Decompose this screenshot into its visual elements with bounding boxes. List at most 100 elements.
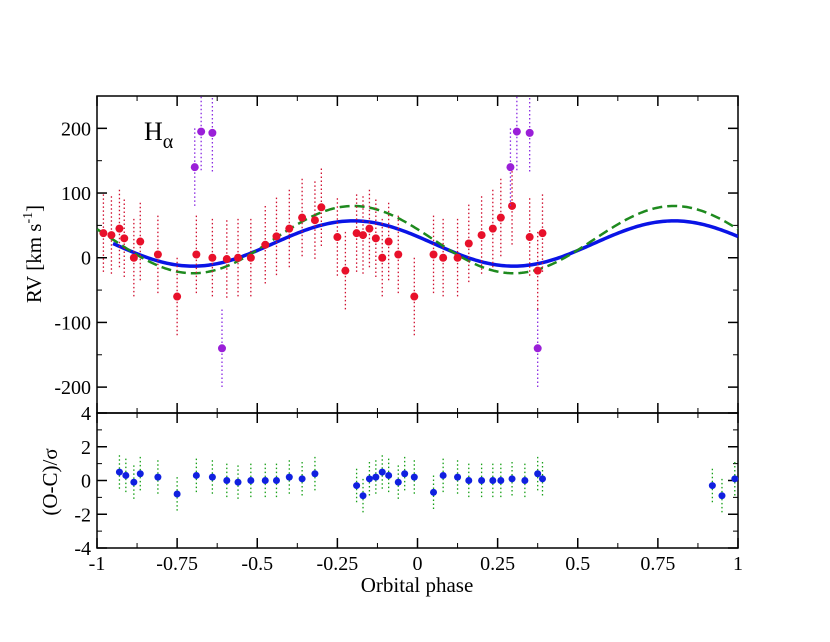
residual-point <box>208 473 216 481</box>
rv-axis-ticks: -200 -100 0 100 200 <box>54 95 739 413</box>
rv-data-point <box>538 229 547 238</box>
residual-point <box>353 482 361 490</box>
residual-point <box>430 488 438 496</box>
residual-point <box>708 482 716 490</box>
residual-point <box>538 475 546 483</box>
rv-axis-label-close: ] <box>22 205 46 212</box>
outlier-point <box>208 128 217 137</box>
residual-tick-label: 2 <box>81 437 91 459</box>
line-label-sub: α <box>163 131 174 153</box>
rv-data-point <box>208 253 217 262</box>
residual-point <box>731 475 739 483</box>
rv-data-point <box>115 224 124 233</box>
rv-tick-label: 100 <box>61 183 91 205</box>
residual-tick-label: 4 <box>81 403 91 425</box>
solid-model-curve <box>112 219 738 268</box>
rv-tick-label: 0 <box>81 248 91 270</box>
residual-point <box>365 475 373 483</box>
rv-data-point <box>173 292 182 301</box>
rv-data-point <box>429 250 438 259</box>
rv-data-point <box>129 253 138 262</box>
residual-point <box>298 475 306 483</box>
residual-point <box>372 473 380 481</box>
rv-data-point <box>352 229 361 238</box>
rv-data-point <box>234 253 243 262</box>
x-tick-label: 0.25 <box>480 553 515 575</box>
line-label: Hα <box>144 117 174 153</box>
rv-data-point <box>508 201 517 210</box>
rv-data-point <box>246 253 255 262</box>
rv-data-point <box>394 250 403 259</box>
residual-point <box>508 475 516 483</box>
rv-data-layer <box>97 96 738 388</box>
rv-data-point <box>222 255 231 264</box>
residual-point <box>534 470 542 478</box>
rv-data-point <box>310 216 319 225</box>
x-axis-label: Orbital phase <box>361 573 474 597</box>
outlier-point <box>190 163 199 172</box>
rv-data-point <box>525 233 534 242</box>
outlier-point <box>197 127 206 136</box>
rv-data-point <box>359 231 368 240</box>
rv-data-point <box>453 253 462 262</box>
residual-point <box>465 477 473 484</box>
rv-data-point <box>261 240 270 249</box>
rv-tick-label: -100 <box>54 312 91 334</box>
rv-data-point <box>439 253 448 262</box>
rv-data-point <box>120 234 129 243</box>
x-tick-label: 0.5 <box>565 553 590 575</box>
rv-data-point <box>153 250 162 259</box>
residual-panel-frame <box>96 412 739 549</box>
residual-point <box>115 468 123 476</box>
rv-data-point <box>464 239 473 248</box>
rv-data-point <box>410 292 419 301</box>
line-label-main: H <box>144 117 163 146</box>
residual-point <box>192 471 200 479</box>
rv-data-point <box>317 203 326 212</box>
rv-data-point <box>488 224 497 233</box>
rv-data-point <box>384 237 393 246</box>
residual-point <box>489 477 497 484</box>
rv-axis-label-text: RV [km s <box>22 224 46 304</box>
residual-point <box>136 470 144 478</box>
rv-data-point <box>298 213 307 222</box>
outlier-point <box>512 127 521 136</box>
rv-data-point <box>333 233 342 242</box>
residual-point <box>234 478 242 486</box>
rv-data-point <box>341 266 350 275</box>
outlier-point <box>217 344 226 353</box>
x-tick-label: 0.75 <box>640 553 675 575</box>
rv-data-point <box>496 213 505 222</box>
x-tick-label: 1 <box>733 553 743 575</box>
rv-data-point <box>533 266 542 275</box>
rv-data-point <box>371 234 380 243</box>
residual-point <box>261 477 269 484</box>
rv-data-point <box>136 237 145 246</box>
residual-point <box>478 477 486 484</box>
residual-point <box>378 468 386 476</box>
x-tick-label: -0.75 <box>156 553 198 575</box>
rv-axis-label: RV [km s-1] <box>21 205 46 303</box>
rv-data-point <box>285 224 294 233</box>
residual-point <box>410 473 418 481</box>
outlier-point <box>506 163 515 172</box>
x-tick-label: -0.5 <box>241 553 273 575</box>
residual-point <box>247 477 255 484</box>
residual-tick-label: -4 <box>74 538 91 560</box>
rv-data-point <box>107 231 116 240</box>
residual-point <box>497 477 505 484</box>
rv-tick-label: -200 <box>54 377 91 399</box>
residual-point <box>359 492 367 500</box>
rv-axis-label-sup: -1 <box>21 212 36 224</box>
outlier-point <box>533 344 542 353</box>
rv-data-point <box>99 229 108 238</box>
residual-point <box>394 478 402 486</box>
residual-point <box>223 477 231 484</box>
residual-tick-label: 0 <box>81 471 91 493</box>
residual-point <box>130 478 138 486</box>
rv-data-point <box>192 250 201 259</box>
residual-point <box>272 477 280 484</box>
residual-point <box>454 473 462 481</box>
x-tick-label: -0.25 <box>317 553 359 575</box>
